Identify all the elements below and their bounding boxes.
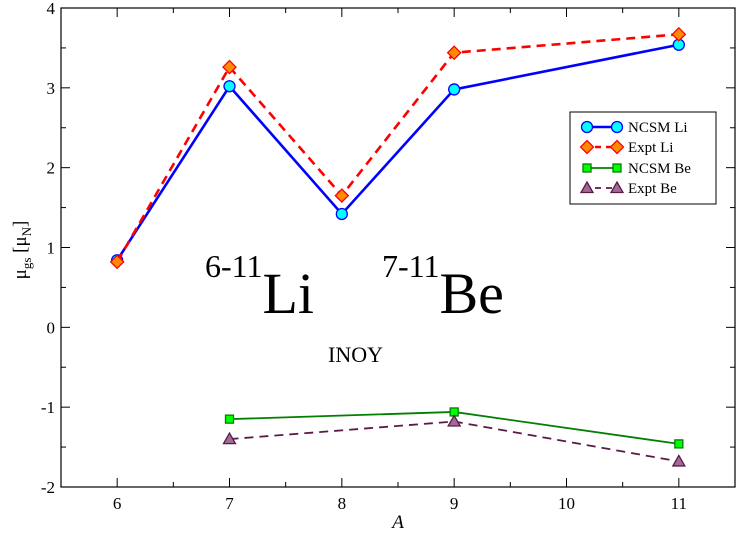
- data-point-ncsm-be: [674, 439, 684, 449]
- legend-marker-ncsm-li: [580, 120, 594, 134]
- data-point-expt-li: [109, 254, 125, 270]
- x-tick-label: 9: [450, 494, 459, 513]
- series-expt-be: [222, 414, 686, 467]
- legend-label-expt-li: Expt Li: [628, 140, 673, 156]
- legend: NCSM Li Expt Li NCSM Be Expt Be: [569, 111, 717, 205]
- y-tick-label: -1: [41, 398, 55, 417]
- legend-marker-expt-be: [579, 180, 595, 194]
- data-point-expt-li: [671, 26, 687, 42]
- annotation-interaction: INOY: [328, 342, 383, 367]
- y-axis-title: μgs [μN]: [10, 221, 34, 280]
- series-ncsm-be: [224, 407, 684, 449]
- data-point-expt-be: [222, 431, 237, 445]
- x-axis-title: A: [390, 512, 404, 533]
- data-point-expt-li: [334, 188, 350, 204]
- legend-entry-ncsm-be: NCSM Be: [582, 161, 691, 177]
- legend-label-ncsm-be: NCSM Be: [628, 161, 691, 177]
- legend-label-ncsm-li: NCSM Li: [628, 120, 688, 136]
- data-point-expt-be: [447, 414, 462, 427]
- data-point-expt-li: [222, 59, 237, 75]
- axes: 6 7 8 9 10 11 -2 -1 0 1 2 3 4: [41, 0, 735, 513]
- legend-marker-expt-li: [609, 139, 625, 155]
- legend-entry-ncsm-li: NCSM Li: [580, 120, 688, 136]
- legend-marker-ncsm-be: [612, 163, 622, 173]
- y-tick-label: 4: [47, 0, 56, 18]
- series-line-expt-be: [229, 420, 679, 463]
- series-layer: [109, 26, 687, 467]
- data-point-ncsm-li: [448, 83, 461, 96]
- x-tick-label: 7: [225, 494, 234, 513]
- data-point-ncsm-be: [224, 414, 235, 424]
- data-point-ncsm-li: [223, 80, 236, 93]
- series-expt-li: [109, 26, 687, 270]
- x-tick-label: 6: [113, 494, 122, 513]
- x-tick-label: 10: [558, 494, 575, 513]
- y-tick-label: 1: [47, 239, 56, 258]
- legend-marker-ncsm-li: [610, 120, 624, 134]
- annotation-be: 7-11Be: [382, 248, 504, 326]
- data-point-expt-li: [446, 45, 462, 61]
- legend-entry-expt-be: Expt Be: [579, 180, 677, 197]
- x-tick-label: 11: [671, 494, 687, 513]
- legend-entry-expt-li: Expt Li: [579, 139, 673, 156]
- legend-label-expt-be: Expt Be: [628, 181, 677, 197]
- data-point-ncsm-li: [335, 207, 348, 221]
- y-tick-label: 0: [47, 318, 56, 337]
- y-tick-label: 2: [47, 159, 56, 178]
- y-tick-label: -2: [41, 478, 55, 497]
- x-tick-label: 8: [338, 494, 347, 513]
- annotation-li: 6-11Li: [205, 248, 314, 326]
- data-point-expt-be: [671, 454, 686, 467]
- y-tick-label: 3: [47, 79, 56, 98]
- legend-marker-expt-li: [579, 139, 595, 155]
- legend-marker-expt-be: [609, 180, 625, 194]
- legend-marker-ncsm-be: [582, 163, 592, 173]
